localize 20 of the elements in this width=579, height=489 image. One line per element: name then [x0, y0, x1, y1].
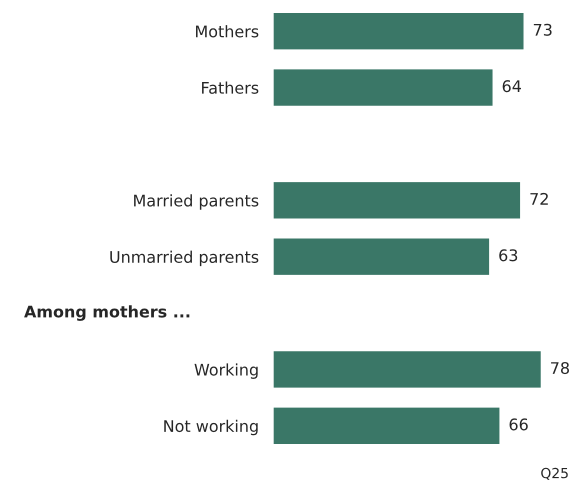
y-tick-label: Married parents: [134, 194, 258, 210]
data-label: 66: [510, 418, 528, 430]
bar: [273, 180, 522, 220]
y-tick-label: Not working: [164, 420, 258, 436]
bar: [273, 68, 494, 108]
bar: [273, 237, 490, 276]
y-tick-label: Working: [194, 363, 258, 379]
text: Q25: [541, 468, 568, 480]
bar: [273, 406, 501, 446]
y-tick-label: Fathers: [202, 81, 258, 94]
bar: [273, 12, 525, 51]
data-label: 63: [499, 249, 518, 262]
bar: [273, 350, 542, 390]
data-label: 73: [534, 24, 552, 36]
data-label: 64: [502, 80, 522, 92]
text: Among mothers ...: [24, 305, 190, 321]
data-label: 78: [551, 362, 569, 374]
data-label: 72: [530, 192, 548, 205]
y-tick-label: Unmarried parents: [110, 250, 258, 266]
y-tick-label: Mothers: [196, 25, 258, 38]
